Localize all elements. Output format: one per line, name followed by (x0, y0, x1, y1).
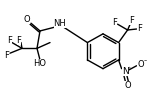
Text: F: F (137, 24, 142, 33)
Text: O: O (124, 81, 131, 90)
Text: F: F (8, 36, 12, 45)
Text: $^+$: $^+$ (127, 66, 132, 71)
Text: N: N (122, 67, 129, 76)
Text: O: O (24, 15, 30, 24)
Text: F: F (17, 36, 21, 45)
Text: F: F (112, 18, 117, 27)
Text: HO: HO (34, 59, 46, 68)
Text: F: F (5, 51, 9, 60)
Text: O: O (137, 60, 144, 69)
Text: $^-$: $^-$ (143, 58, 148, 63)
Text: F: F (129, 16, 134, 25)
Text: NH: NH (54, 19, 66, 28)
